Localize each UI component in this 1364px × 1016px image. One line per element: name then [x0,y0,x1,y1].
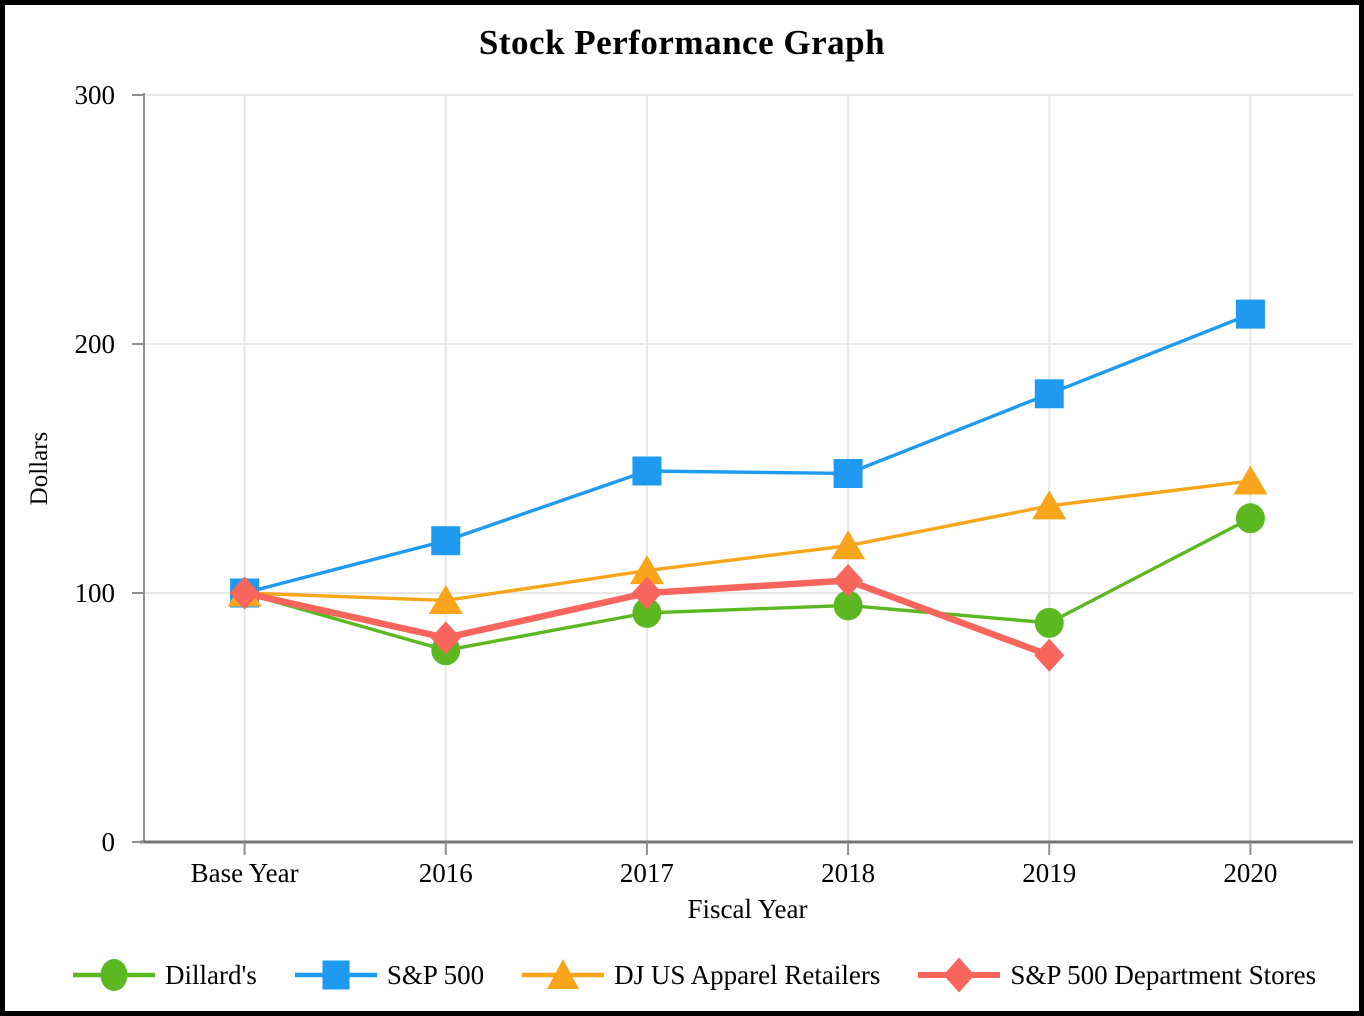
circle-swatch-icon [73,959,155,991]
y-axis-title: Dollars [26,432,53,506]
circle-marker [100,959,128,991]
chart-legend: Dillard's S&P 500 DJ US Apparel Retailers S… [73,953,1316,997]
legend-label: S&P 500 Department Stores [1010,959,1317,990]
diamond-swatch-icon [918,957,1001,993]
legend-label: DJ US Apparel Retailers [614,959,881,990]
legend-item-dj-us-apparel-retailers: DJ US Apparel Retailers [522,953,880,997]
diamond-marker [943,957,975,993]
square-swatch-icon [294,960,377,990]
x-axis-title: Fiscal Year [688,894,808,924]
series-dj-us-apparel-retailers-line [244,479,1251,603]
square-marker [1235,299,1265,329]
square-marker [632,456,662,486]
circle-marker [1235,503,1265,534]
legend-item-s-p-500-department-stores: S&P 500 Department Stores [918,953,1316,997]
triangle-marker [629,555,664,585]
circle-marker [632,597,662,628]
x-tick-label: 2017 [620,858,674,888]
triangle-swatch-icon [522,959,605,989]
chart-title: Stock Performance Graph [478,23,886,62]
square-marker [1034,379,1064,409]
triangle-marker [1233,465,1268,495]
x-tick-label: Base Year [191,858,299,888]
triangle-marker [547,959,580,989]
legend-label: S&P 500 [386,959,485,990]
y-tick-label: 200 [75,329,116,359]
y-tick-label: 100 [75,578,116,608]
diamond-marker [430,621,461,655]
circle-marker [833,590,863,621]
legend-item-s-p-500: S&P 500 [294,953,485,997]
x-tick-label: 2019 [1022,858,1076,888]
y-tick-label: 300 [75,80,116,110]
square-marker [431,526,461,556]
y-tick-label: 0 [102,827,116,857]
triangle-marker [428,584,463,614]
diamond-marker [833,564,864,598]
diamond-marker [631,576,662,610]
circle-marker [1034,607,1064,638]
square-marker [322,960,350,990]
x-tick-label: 2020 [1223,858,1277,888]
series-s-p-500-line [244,312,1252,595]
diamond-marker [1034,638,1065,672]
triangle-marker [831,530,866,560]
triangle-marker [1032,490,1067,520]
x-tick-label: 2018 [821,858,875,888]
series-dillard-s-line [244,516,1252,652]
x-tick-label: 2016 [419,858,473,888]
legend-label: Dillard's [165,959,257,990]
plot-area: 0 100 200 300 Base Year 2016 2017 2018 2019 2020 D… [26,80,1353,924]
square-marker [833,458,863,488]
legend-item-dillard-s: Dillard's [73,953,257,997]
diamond-marker [229,576,260,610]
